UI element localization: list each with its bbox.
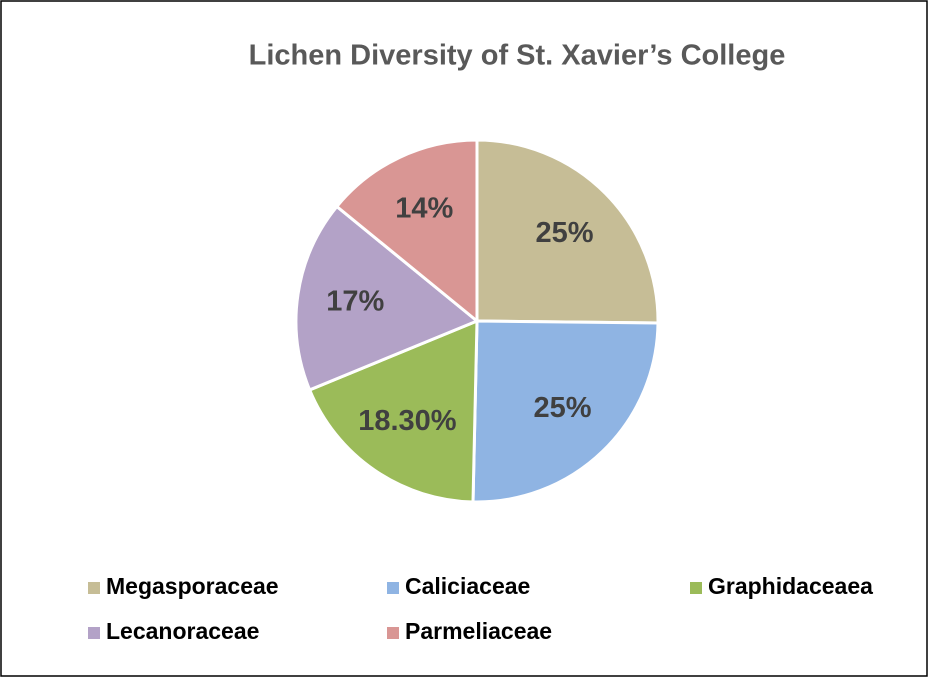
legend-label: Megasporaceae [106,573,279,599]
legend-label: Graphidaceaea [708,573,873,599]
data-label: 14% [395,192,453,224]
data-label: 25% [535,217,593,249]
data-label: 17% [326,286,384,318]
legend-swatch [88,582,100,594]
legend-swatch [88,627,100,639]
legend-label: Caliciaceae [405,573,530,599]
legend-swatch [387,627,399,639]
pie-slice [307,318,479,504]
legend-label: Parmeliaceae [405,618,552,644]
pie-slice [294,204,480,392]
pie-slice [334,138,479,325]
legend-label: Lecanoraceae [106,618,259,644]
legend-swatch [690,582,702,594]
data-label: 18.30% [358,405,457,437]
chart-title: Lichen Diversity of St. Xavier’s College [249,40,786,72]
legend-swatch [387,582,399,594]
data-label: 25% [534,392,592,424]
pie-slice [475,138,660,325]
pie-slice [471,319,660,504]
